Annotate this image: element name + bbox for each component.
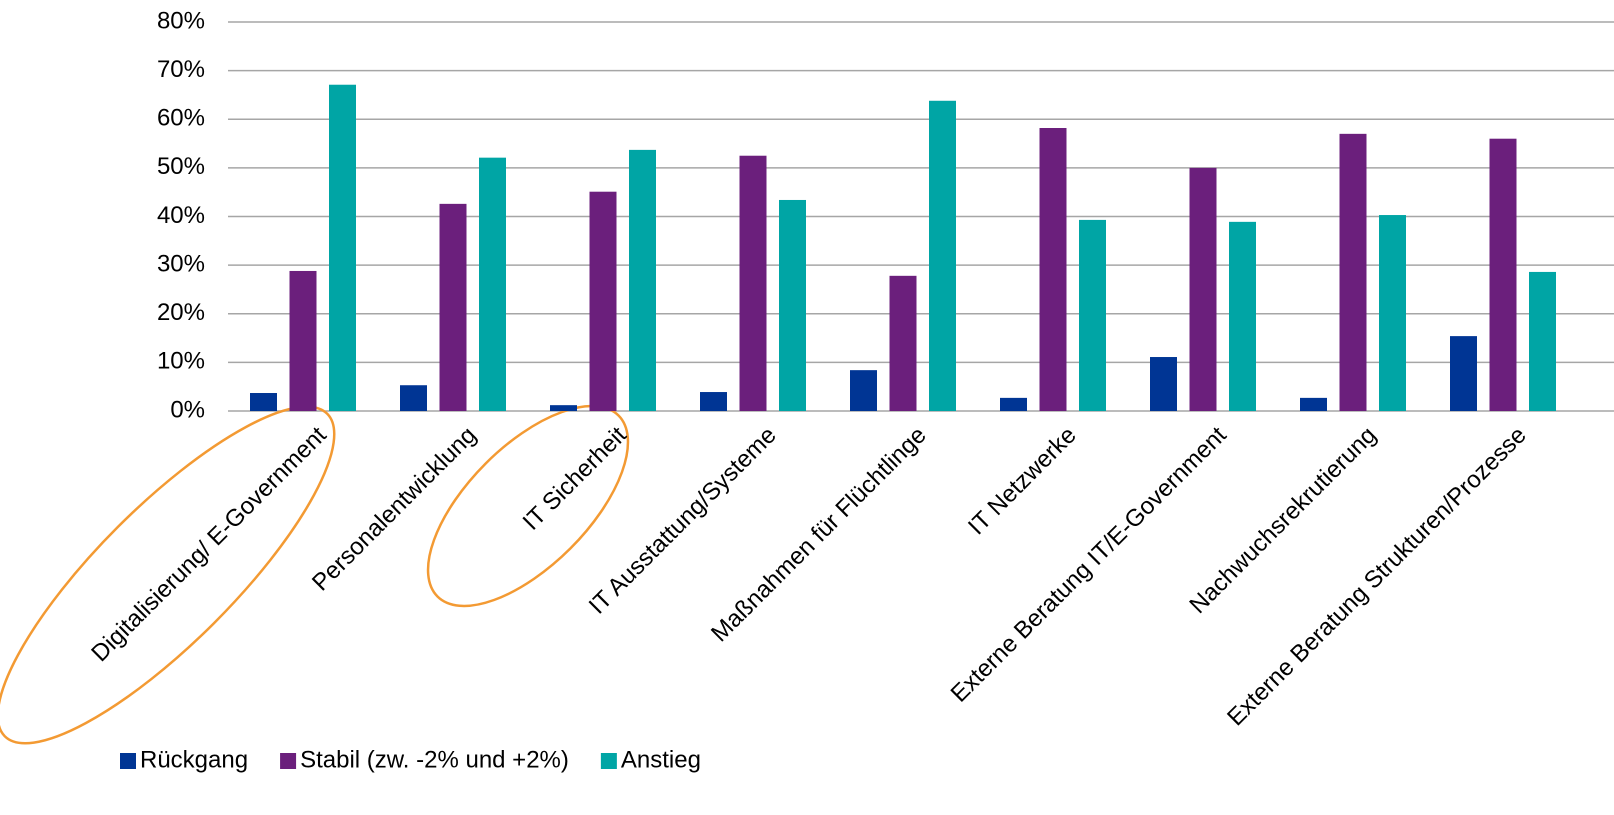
legend-label: Anstieg bbox=[621, 746, 701, 773]
bar bbox=[1150, 357, 1177, 411]
y-tick-label: 80% bbox=[157, 7, 205, 34]
y-tick-label: 10% bbox=[157, 348, 205, 375]
bar bbox=[439, 203, 467, 411]
bar bbox=[1189, 167, 1217, 411]
bar bbox=[589, 191, 617, 411]
x-tick-label: Digitalisierung/ E-Government bbox=[86, 421, 332, 667]
bar bbox=[1039, 128, 1067, 411]
y-tick-label: 0% bbox=[170, 396, 205, 423]
highlight-ellipse bbox=[0, 405, 336, 745]
bar bbox=[1529, 271, 1556, 411]
bar bbox=[550, 405, 577, 411]
y-tick-label: 60% bbox=[157, 105, 205, 132]
grid bbox=[228, 21, 1614, 412]
bar bbox=[1450, 336, 1477, 411]
bar bbox=[929, 100, 956, 412]
bar bbox=[250, 393, 277, 411]
bar bbox=[1300, 397, 1327, 411]
bar bbox=[289, 270, 317, 411]
bar bbox=[739, 155, 767, 411]
x-tick-label: Externe Beratung Strukturen/Prozesse bbox=[1222, 422, 1532, 732]
bar bbox=[1489, 138, 1517, 411]
bar bbox=[1379, 215, 1406, 411]
bar bbox=[1000, 397, 1027, 411]
x-tick-label: Externe Beratung IT/E-Government bbox=[946, 421, 1232, 707]
bar bbox=[700, 392, 727, 411]
legend-swatch bbox=[280, 753, 297, 769]
bar bbox=[1229, 221, 1256, 411]
bar bbox=[889, 275, 917, 411]
y-tick-label: 50% bbox=[157, 153, 205, 180]
bar bbox=[779, 199, 806, 411]
legend-label: Stabil (zw. -2% und +2%) bbox=[300, 746, 569, 773]
legend-label: Rückgang bbox=[140, 746, 248, 773]
x-tick-label: IT Netzwerke bbox=[963, 422, 1082, 541]
bar bbox=[1339, 133, 1367, 411]
bar bbox=[1079, 219, 1106, 411]
y-tick-label: 20% bbox=[157, 299, 205, 326]
legend-swatch bbox=[600, 753, 617, 769]
bar bbox=[479, 157, 506, 411]
bar bbox=[329, 84, 356, 411]
legend-swatch bbox=[120, 753, 136, 769]
bar bbox=[629, 149, 656, 412]
y-tick-label: 40% bbox=[157, 202, 205, 229]
bar bbox=[400, 385, 427, 411]
y-tick-label: 30% bbox=[157, 250, 205, 277]
x-tick-label: IT Sicherheit bbox=[518, 421, 632, 535]
highlight-ellipse bbox=[426, 404, 630, 608]
y-tick-label: 70% bbox=[157, 56, 205, 83]
bar bbox=[850, 370, 877, 411]
